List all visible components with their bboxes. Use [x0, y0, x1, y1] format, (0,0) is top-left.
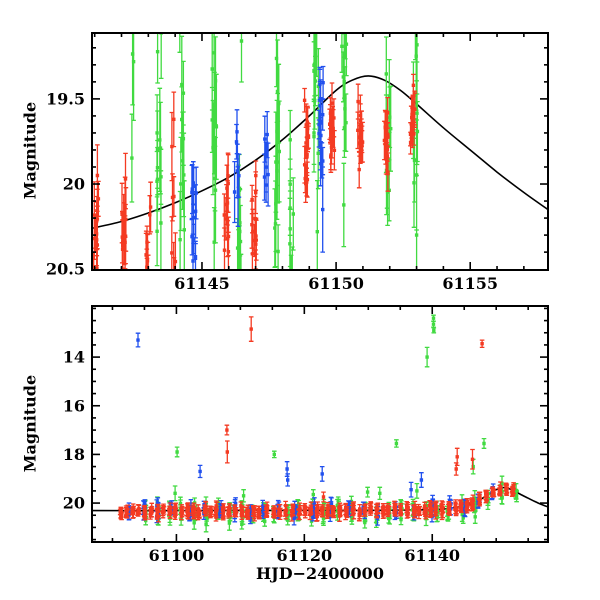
red-error-bars [117, 316, 516, 523]
blue-error-bars [126, 332, 496, 526]
y-tick-label: 19.5 [46, 89, 85, 108]
red-series [117, 316, 516, 523]
green-series [129, 34, 420, 269]
green-error-bars [129, 34, 420, 269]
bottom-panel-y-axis-title: Magnitude [20, 374, 40, 473]
x-tick-label: 61140 [404, 546, 460, 565]
y-tick-label: 20 [63, 494, 85, 513]
top-tick-labels: 61145 61150 61155 19.5 20 20.5 [46, 89, 498, 293]
red-points [118, 327, 516, 519]
x-tick-label: 61145 [174, 274, 230, 293]
top-frame [91, 32, 549, 271]
bottom-panel: 61100 61120 61140 14 16 18 20 [63, 305, 549, 565]
top-panel: 61145 61150 61155 19.5 20 20.5 [46, 32, 549, 293]
x-tick-label: 61100 [149, 546, 205, 565]
blue-series [126, 332, 496, 526]
y-tick-label: 16 [63, 396, 85, 415]
blue-points [127, 338, 495, 521]
y-tick-label: 20.5 [46, 260, 85, 279]
red-series [93, 73, 418, 269]
y-tick-label: 20 [63, 175, 85, 194]
red-points [93, 83, 417, 269]
bottom-frame [91, 305, 549, 543]
x-tick-label: 61155 [442, 274, 498, 293]
top-panel-y-axis-title: Magnitude [20, 101, 40, 200]
x-tick-label: 61150 [308, 274, 364, 293]
y-tick-label: 14 [63, 348, 85, 367]
red-error-bars [93, 73, 418, 269]
x-axis-title: HJD−2400000 [256, 564, 384, 583]
x-tick-label: 61120 [276, 546, 332, 565]
bottom-tick-labels: 61100 61120 61140 14 16 18 20 [63, 348, 460, 565]
y-tick-label: 18 [63, 445, 85, 464]
blue-series [189, 65, 326, 269]
